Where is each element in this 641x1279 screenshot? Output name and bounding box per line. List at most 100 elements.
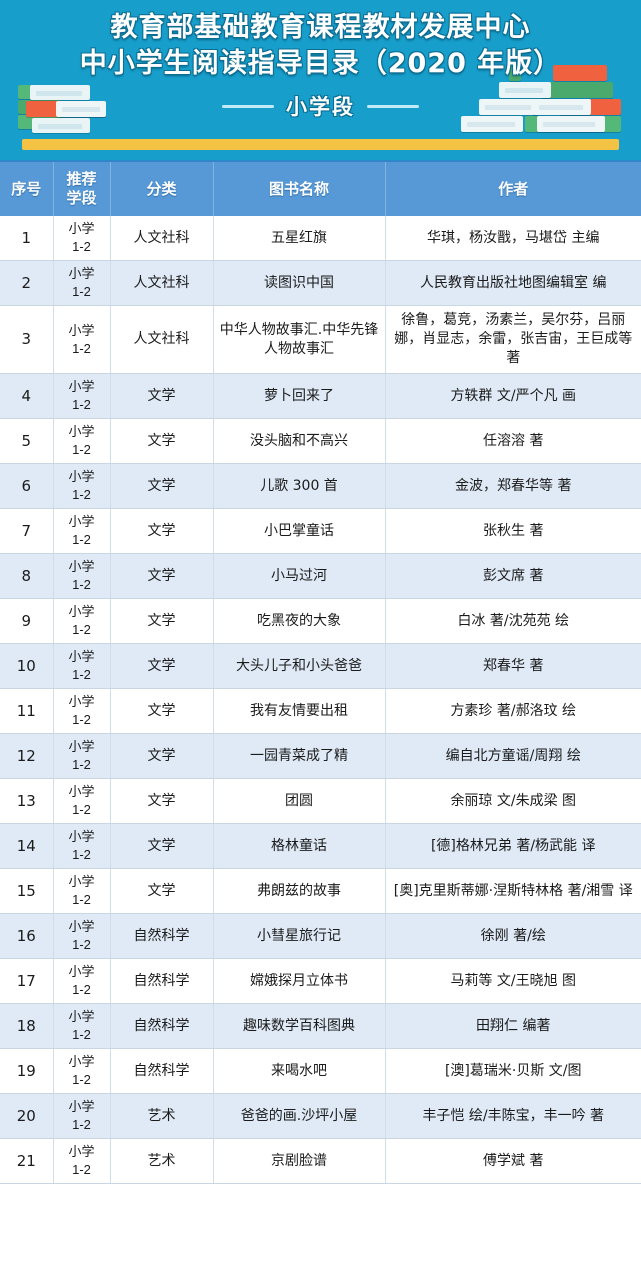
cell-recommended-stage: 小学 1-2 — [53, 868, 111, 914]
cell-author: 田翔仁 编著 — [385, 1003, 641, 1049]
column-header-stage: 推荐 学段 — [53, 161, 111, 216]
cell-book-title: 格林童话 — [213, 823, 386, 869]
cell-author: [奥]克里斯蒂娜·涅斯特林格 著/湘雪 译 — [385, 868, 641, 914]
cell-serial-number: 8 — [0, 553, 54, 599]
cell-book-title: 一园青菜成了精 — [213, 733, 386, 779]
reading-catalog-page: 教育部基础教育课程教材发展中心 中小学生阅读指导目录（2020 年版） 小学段 … — [0, 0, 641, 1184]
stage-line-1: 小学 — [68, 222, 95, 237]
cell-serial-number: 17 — [0, 958, 54, 1004]
cell-author: 郑春华 著 — [385, 643, 641, 689]
stage-line-2: 1-2 — [72, 757, 91, 772]
cell-book-title: 趣味数学百科图典 — [213, 1003, 386, 1049]
cell-book-title: 小彗星旅行记 — [213, 913, 386, 959]
cell-recommended-stage: 小学 1-2 — [53, 1138, 111, 1184]
cell-book-title: 没头脑和不高兴 — [213, 418, 386, 464]
stage-line-2: 1-2 — [72, 532, 91, 547]
cell-category: 文学 — [110, 778, 214, 824]
cell-serial-number: 4 — [0, 373, 54, 419]
stage-line-2: 1-2 — [72, 667, 91, 682]
stage-line-2: 1-2 — [72, 239, 91, 254]
cell-book-title: 嫦娥探月立体书 — [213, 958, 386, 1004]
cell-recommended-stage: 小学 1-2 — [53, 463, 111, 509]
table-row: 7 小学 1-2 文学 小巴掌童话 张秋生 著 — [0, 508, 641, 554]
stage-line-2: 1-2 — [72, 892, 91, 907]
table-row: 13 小学 1-2 文学 团圆 余丽琼 文/朱成梁 图 — [0, 778, 641, 824]
cell-serial-number: 19 — [0, 1048, 54, 1094]
cell-book-title: 来喝水吧 — [213, 1048, 386, 1094]
cell-recommended-stage: 小学 1-2 — [53, 373, 111, 419]
column-header-category: 分类 — [110, 161, 214, 216]
cell-author: 张秋生 著 — [385, 508, 641, 554]
table-row: 8 小学 1-2 文学 小马过河 彭文席 著 — [0, 553, 641, 599]
stage-line-1: 小学 — [68, 267, 95, 282]
cell-author: 彭文席 著 — [385, 553, 641, 599]
table-row: 9 小学 1-2 文学 吃黑夜的大象 白冰 著/沈苑苑 绘 — [0, 598, 641, 644]
cell-recommended-stage: 小学 1-2 — [53, 598, 111, 644]
cell-author: 人民教育出版社地图编辑室 编 — [385, 260, 641, 306]
cell-serial-number: 12 — [0, 733, 54, 779]
stage-line-1: 小学 — [68, 920, 95, 935]
cell-category: 文学 — [110, 553, 214, 599]
table-row: 12 小学 1-2 文学 一园青菜成了精 编自北方童谣/周翔 绘 — [0, 733, 641, 779]
cell-recommended-stage: 小学 1-2 — [53, 733, 111, 779]
cell-book-title: 读图识中国 — [213, 260, 386, 306]
cell-book-title: 我有友情要出租 — [213, 688, 386, 734]
cell-serial-number: 5 — [0, 418, 54, 464]
table-row: 2 小学 1-2 人文社科 读图识中国 人民教育出版社地图编辑室 编 — [0, 260, 641, 306]
cell-category: 艺术 — [110, 1093, 214, 1139]
cell-serial-number: 6 — [0, 463, 54, 509]
cell-serial-number: 18 — [0, 1003, 54, 1049]
column-header-author: 作者 — [385, 161, 641, 216]
cell-category: 自然科学 — [110, 958, 214, 1004]
cell-recommended-stage: 小学 1-2 — [53, 305, 111, 374]
cell-category: 艺术 — [110, 1138, 214, 1184]
stage-line-1: 小学 — [68, 1100, 95, 1115]
cell-recommended-stage: 小学 1-2 — [53, 913, 111, 959]
cell-recommended-stage: 小学 1-2 — [53, 260, 111, 306]
cell-author: 编自北方童谣/周翔 绘 — [385, 733, 641, 779]
stage-line-1: 小学 — [68, 1055, 95, 1070]
stage-line-2: 1-2 — [72, 622, 91, 637]
cell-recommended-stage: 小学 1-2 — [53, 1003, 111, 1049]
table-row: 16 小学 1-2 自然科学 小彗星旅行记 徐刚 著/绘 — [0, 913, 641, 959]
cell-category: 文学 — [110, 418, 214, 464]
table-row: 19 小学 1-2 自然科学 来喝水吧 [澳]葛瑞米·贝斯 文/图 — [0, 1048, 641, 1094]
book-stack-right-icon — [441, 59, 631, 139]
table-row: 3 小学 1-2 人文社科 中华人物故事汇.中华先锋人物故事汇 徐鲁，葛竞，汤素兰，吴尔芬… — [0, 305, 641, 374]
cell-serial-number: 15 — [0, 868, 54, 914]
book-stack-left-icon — [14, 69, 154, 139]
cell-recommended-stage: 小学 1-2 — [53, 643, 111, 689]
banner-subtitle-group: 小学段 — [0, 91, 641, 121]
stage-line-2: 1-2 — [72, 340, 91, 356]
stage-line-1: 小学 — [68, 695, 95, 710]
banner-title-line-2: 中小学生阅读指导目录（2020 年版） — [79, 48, 562, 79]
table-row: 6 小学 1-2 文学 儿歌 300 首金波，郑春华等 著 — [0, 463, 641, 509]
subtitle-rule-left-icon — [222, 104, 274, 108]
cell-recommended-stage: 小学 1-2 — [53, 216, 111, 261]
stage-line-2: 1-2 — [72, 487, 91, 502]
stage-line-1: 小学 — [68, 965, 95, 980]
stage-line-2: 1-2 — [72, 1117, 91, 1132]
cell-author: [德]格林兄弟 著/杨武能 译 — [385, 823, 641, 869]
cell-book-title: 弗朗兹的故事 — [213, 868, 386, 914]
stage-line-1: 小学 — [68, 650, 95, 665]
cell-serial-number: 1 — [0, 216, 54, 261]
cell-recommended-stage: 小学 1-2 — [53, 418, 111, 464]
table-row: 15 小学 1-2 文学 弗朗兹的故事 [奥]克里斯蒂娜·涅斯特林格 著/湘雪 译 — [0, 868, 641, 914]
subtitle-rule-right-icon — [367, 104, 419, 108]
cell-book-title: 团圆 — [213, 778, 386, 824]
cell-book-title: 爸爸的画.沙坪小屋 — [213, 1093, 386, 1139]
table-row: 11 小学 1-2 文学 我有友情要出租 方素珍 著/郝洛玟 绘 — [0, 688, 641, 734]
stage-line-1: 小学 — [68, 875, 95, 890]
cell-author: 徐鲁，葛竞，汤素兰，吴尔芬，吕丽娜，肖显志，余雷，张吉宙，王巨成等 著 — [385, 305, 641, 374]
stage-line-1: 小学 — [68, 323, 95, 339]
cell-category: 自然科学 — [110, 1003, 214, 1049]
cell-author: 金波，郑春华等 著 — [385, 463, 641, 509]
cell-recommended-stage: 小学 1-2 — [53, 823, 111, 869]
stage-line-1: 小学 — [68, 830, 95, 845]
cell-category: 文学 — [110, 868, 214, 914]
stage-line-2: 1-2 — [72, 802, 91, 817]
cell-serial-number: 14 — [0, 823, 54, 869]
cell-book-title: 中华人物故事汇.中华先锋人物故事汇 — [213, 305, 386, 374]
stage-line-1: 小学 — [68, 785, 95, 800]
